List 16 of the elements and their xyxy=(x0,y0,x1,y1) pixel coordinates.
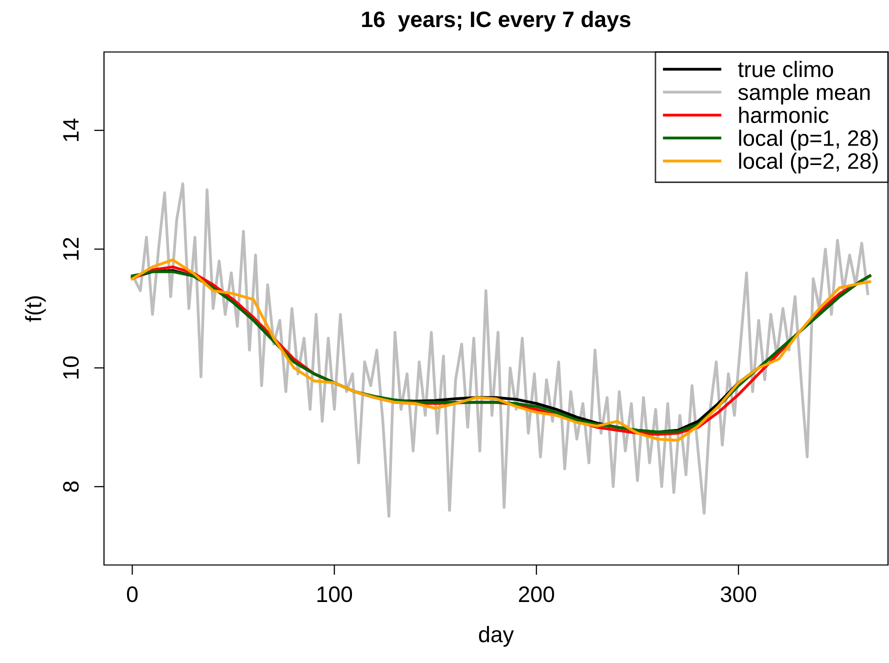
legend-label: local (p=1, 28) xyxy=(739,130,878,150)
x-tick-label: 200 xyxy=(518,586,554,602)
legend-label: true climo xyxy=(738,60,834,78)
x-axis-title: day xyxy=(479,626,514,647)
x-tick-label: 100 xyxy=(318,586,352,602)
y-tick-label: 14 xyxy=(63,118,79,142)
legend-label: sample mean xyxy=(738,84,870,105)
y-tick-label: 12 xyxy=(63,238,79,260)
y-axis-title: f(t) xyxy=(25,296,46,322)
x-tick-label: 300 xyxy=(720,586,756,602)
y-tick-label: 8 xyxy=(63,481,79,492)
y-tick-label: 10 xyxy=(63,356,79,379)
chart-title: 16 years; IC every 7 days xyxy=(362,10,630,32)
x-tick-label: 0 xyxy=(126,586,138,602)
legend-label: local (p=2, 28) xyxy=(739,152,878,174)
legend-label: harmonic xyxy=(739,106,828,124)
